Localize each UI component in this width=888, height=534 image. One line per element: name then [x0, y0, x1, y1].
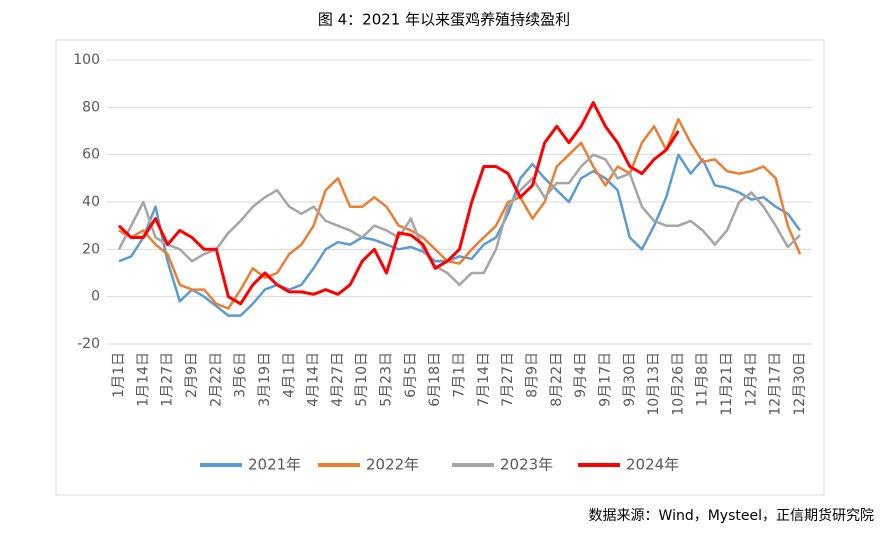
x-tick-label: 2月9日 [184, 352, 200, 398]
x-tick-label: 1月27日 [160, 352, 176, 407]
x-tick-label: 5月10日 [354, 352, 370, 407]
x-tick-label: 8月9日 [524, 352, 540, 398]
x-tick-label: 1月14日 [135, 352, 151, 407]
x-tick-label: 7月27日 [500, 352, 516, 407]
x-tick-label: 9月4日 [573, 352, 589, 398]
x-tick-label: 11月8日 [695, 352, 711, 407]
legend-label: 2023年 [500, 456, 553, 474]
x-tick-label: 4月1日 [281, 352, 297, 398]
x-tick-label: 10月26日 [670, 352, 686, 416]
y-tick-label: 60 [82, 147, 100, 163]
series-line [117, 153, 801, 287]
x-tick-label: 3月19日 [257, 352, 273, 407]
y-tick-label: 100 [73, 52, 100, 68]
y-tick-label: -20 [77, 336, 100, 352]
x-tick-label: 12月17日 [768, 352, 784, 416]
legend-label: 2021年 [248, 456, 301, 474]
x-tick-label: 1月1日 [111, 352, 127, 398]
x-tick-label: 9月30日 [622, 352, 638, 407]
legend-label: 2022年 [366, 456, 419, 474]
x-tick-label: 8月22日 [549, 352, 565, 407]
source-note: 数据来源：Wind，Mysteel，正信期货研究院 [589, 507, 874, 524]
series-line [118, 117, 802, 310]
x-tick-label: 12月4日 [743, 352, 759, 407]
x-tick-label: 3月6日 [233, 352, 249, 398]
x-tick-label: 7月14日 [476, 352, 492, 407]
x-tick-label: 4月14日 [306, 352, 322, 407]
y-tick-label: 20 [82, 241, 100, 257]
y-tick-label: 40 [82, 194, 100, 210]
chart-title: 图 4：2021 年以来蛋鸡养殖持续盈利 [318, 11, 570, 29]
x-tick-label: 6月5日 [403, 352, 419, 398]
x-tick-label: 11月21日 [719, 352, 735, 416]
x-tick-label: 9月17日 [597, 352, 613, 407]
x-tick-label: 7月1日 [452, 352, 468, 398]
legend-label: 2024年 [626, 456, 679, 474]
x-tick-label: 6月18日 [427, 352, 443, 407]
series-line [117, 101, 680, 306]
x-tick-label: 12月30日 [792, 352, 808, 416]
x-tick-label: 5月23日 [379, 352, 395, 407]
chart-border [55, 39, 825, 496]
y-tick-label: 80 [82, 99, 100, 115]
x-tick-label: 10月13日 [646, 352, 662, 416]
series-line [118, 153, 802, 317]
x-tick-label: 2月22日 [208, 352, 224, 407]
x-tick-label: 4月27日 [330, 352, 346, 407]
y-tick-label: 0 [91, 289, 100, 305]
